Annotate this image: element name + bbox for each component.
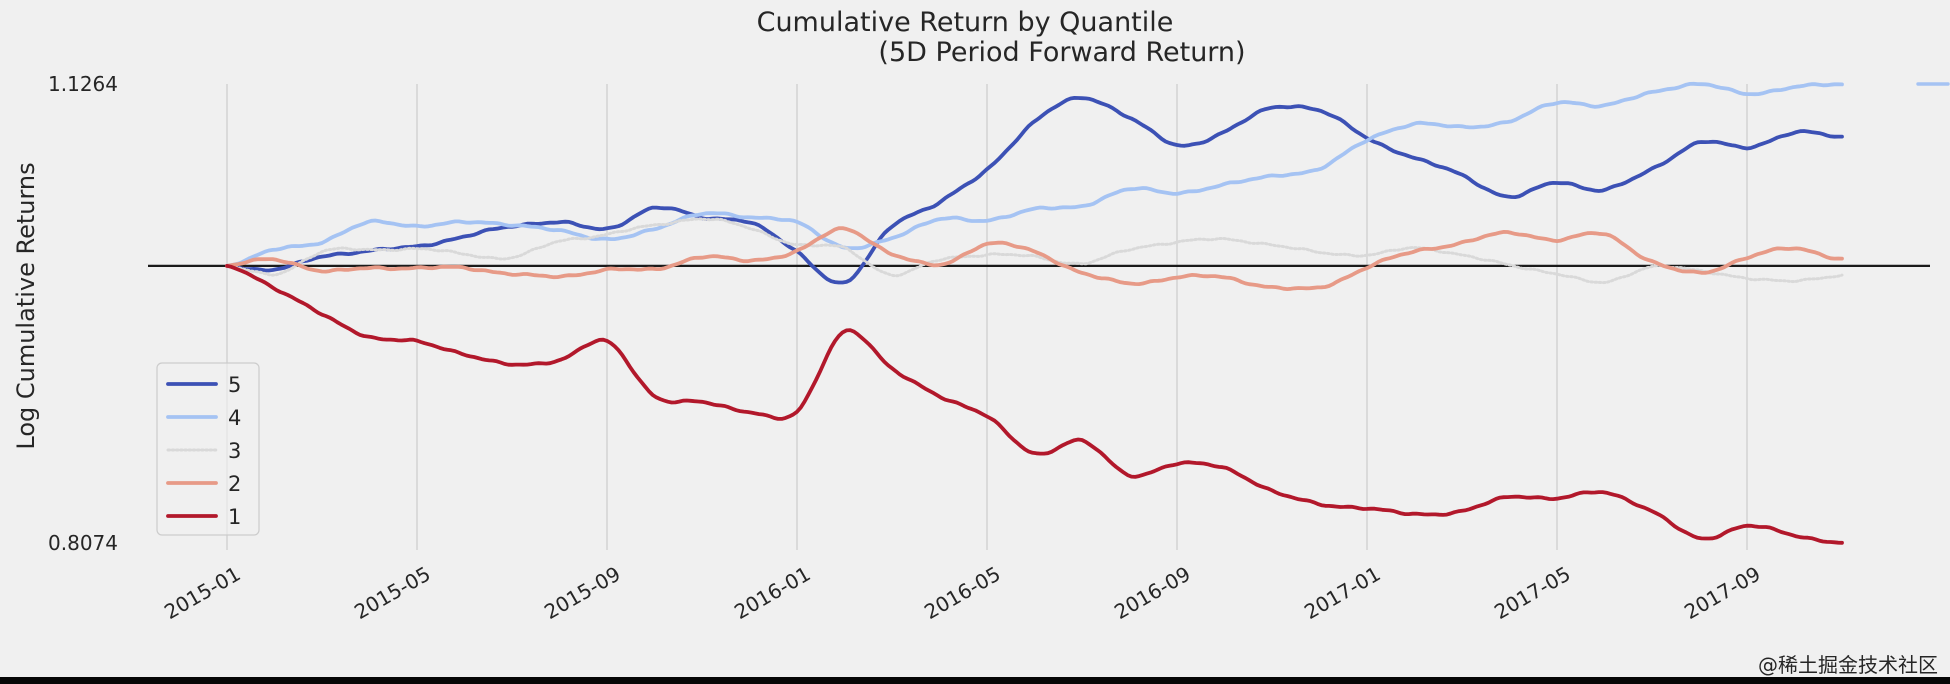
legend: 5 4 3 2 1 — [156, 362, 260, 536]
watermark: @稀土掘金技术社区 — [1758, 653, 1938, 677]
chart-subtitle: (5D Period Forward Return) — [878, 37, 1245, 68]
y-tick-label-bottom: 0.8074 — [48, 531, 118, 555]
series-line-q4 — [225, 81, 1844, 268]
series-line-q1 — [225, 264, 1844, 545]
series-line-q3 — [225, 217, 1844, 285]
y-axis-label: Log Cumulative Returns — [12, 162, 40, 449]
series-line-q5 — [225, 96, 1844, 285]
legend-label-q4: 4 — [228, 406, 241, 430]
series-group — [225, 81, 1950, 545]
legend-label-q5: 5 — [228, 373, 241, 397]
chart-title: Cumulative Return by Quantile — [757, 7, 1174, 38]
legend-label-q1: 1 — [228, 505, 241, 529]
gridlines-group — [226, 84, 1748, 550]
legend-label-q2: 2 — [228, 472, 241, 496]
legend-label-q3: 3 — [228, 439, 241, 463]
series-line-q2 — [225, 226, 1844, 291]
y-tick-label-top: 1.1264 — [48, 72, 118, 96]
bottom-window-bar — [0, 677, 1950, 684]
